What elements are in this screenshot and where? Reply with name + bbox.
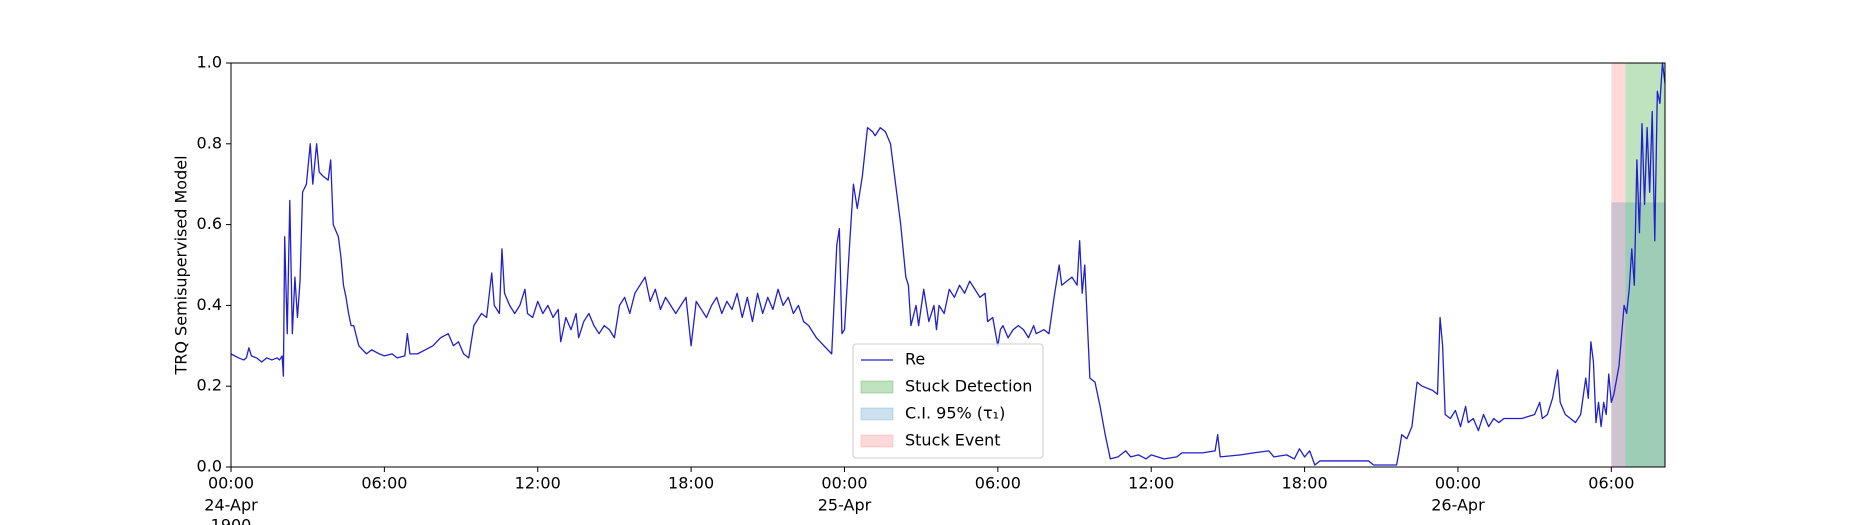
y-tick-label: 0.8: [197, 133, 222, 152]
x-tick-date: 25-Apr: [818, 496, 872, 515]
shaded-region: [1611, 63, 1626, 467]
legend-label: Stuck Event: [905, 431, 1001, 450]
y-tick-label: 0.0: [197, 457, 222, 476]
x-tick-label: 00:00: [821, 474, 867, 493]
legend-box: [852, 343, 1044, 459]
x-tick-date: 24-Apr: [204, 496, 258, 515]
x-tick-label: 00:00: [208, 474, 254, 493]
x-tick-label: 18:00: [668, 474, 714, 493]
x-tick-label: 12:00: [515, 474, 561, 493]
x-tick-label: 06:00: [1588, 474, 1634, 493]
x-tick-date: 26-Apr: [1431, 496, 1485, 515]
data-line: [230, 62, 1666, 466]
x-tick-label: 06:00: [361, 474, 407, 493]
x-tick-label: 12:00: [1128, 474, 1174, 493]
legend-swatch: [860, 380, 894, 394]
legend-label: Stuck Detection: [905, 377, 1032, 396]
x-tick-year: 1900: [211, 516, 252, 525]
plot-frame: [230, 62, 1666, 468]
y-tick-label: 0.4: [197, 295, 222, 314]
y-axis-label: TRQ Semisupervised Model: [172, 155, 191, 375]
legend-label: Re: [905, 350, 925, 369]
x-tick-label: 18:00: [1282, 474, 1328, 493]
legend: Re Stuck Detection C.I. 95% (τ₁) Stuck Even…: [852, 343, 1044, 459]
legend-swatch: [860, 434, 894, 448]
legend-label: C.I. 95% (τ₁): [905, 404, 1005, 423]
y-tick-label: 0.2: [197, 376, 222, 395]
y-tick-label: 1.0: [197, 53, 222, 72]
shaded-region: [1611, 202, 1665, 467]
y-tick-label: 0.6: [197, 214, 222, 233]
shaded-region: [1625, 63, 1665, 467]
legend-swatch: [860, 407, 894, 421]
x-tick-label: 00:00: [1435, 474, 1481, 493]
x-tick-label: 06:00: [975, 474, 1021, 493]
